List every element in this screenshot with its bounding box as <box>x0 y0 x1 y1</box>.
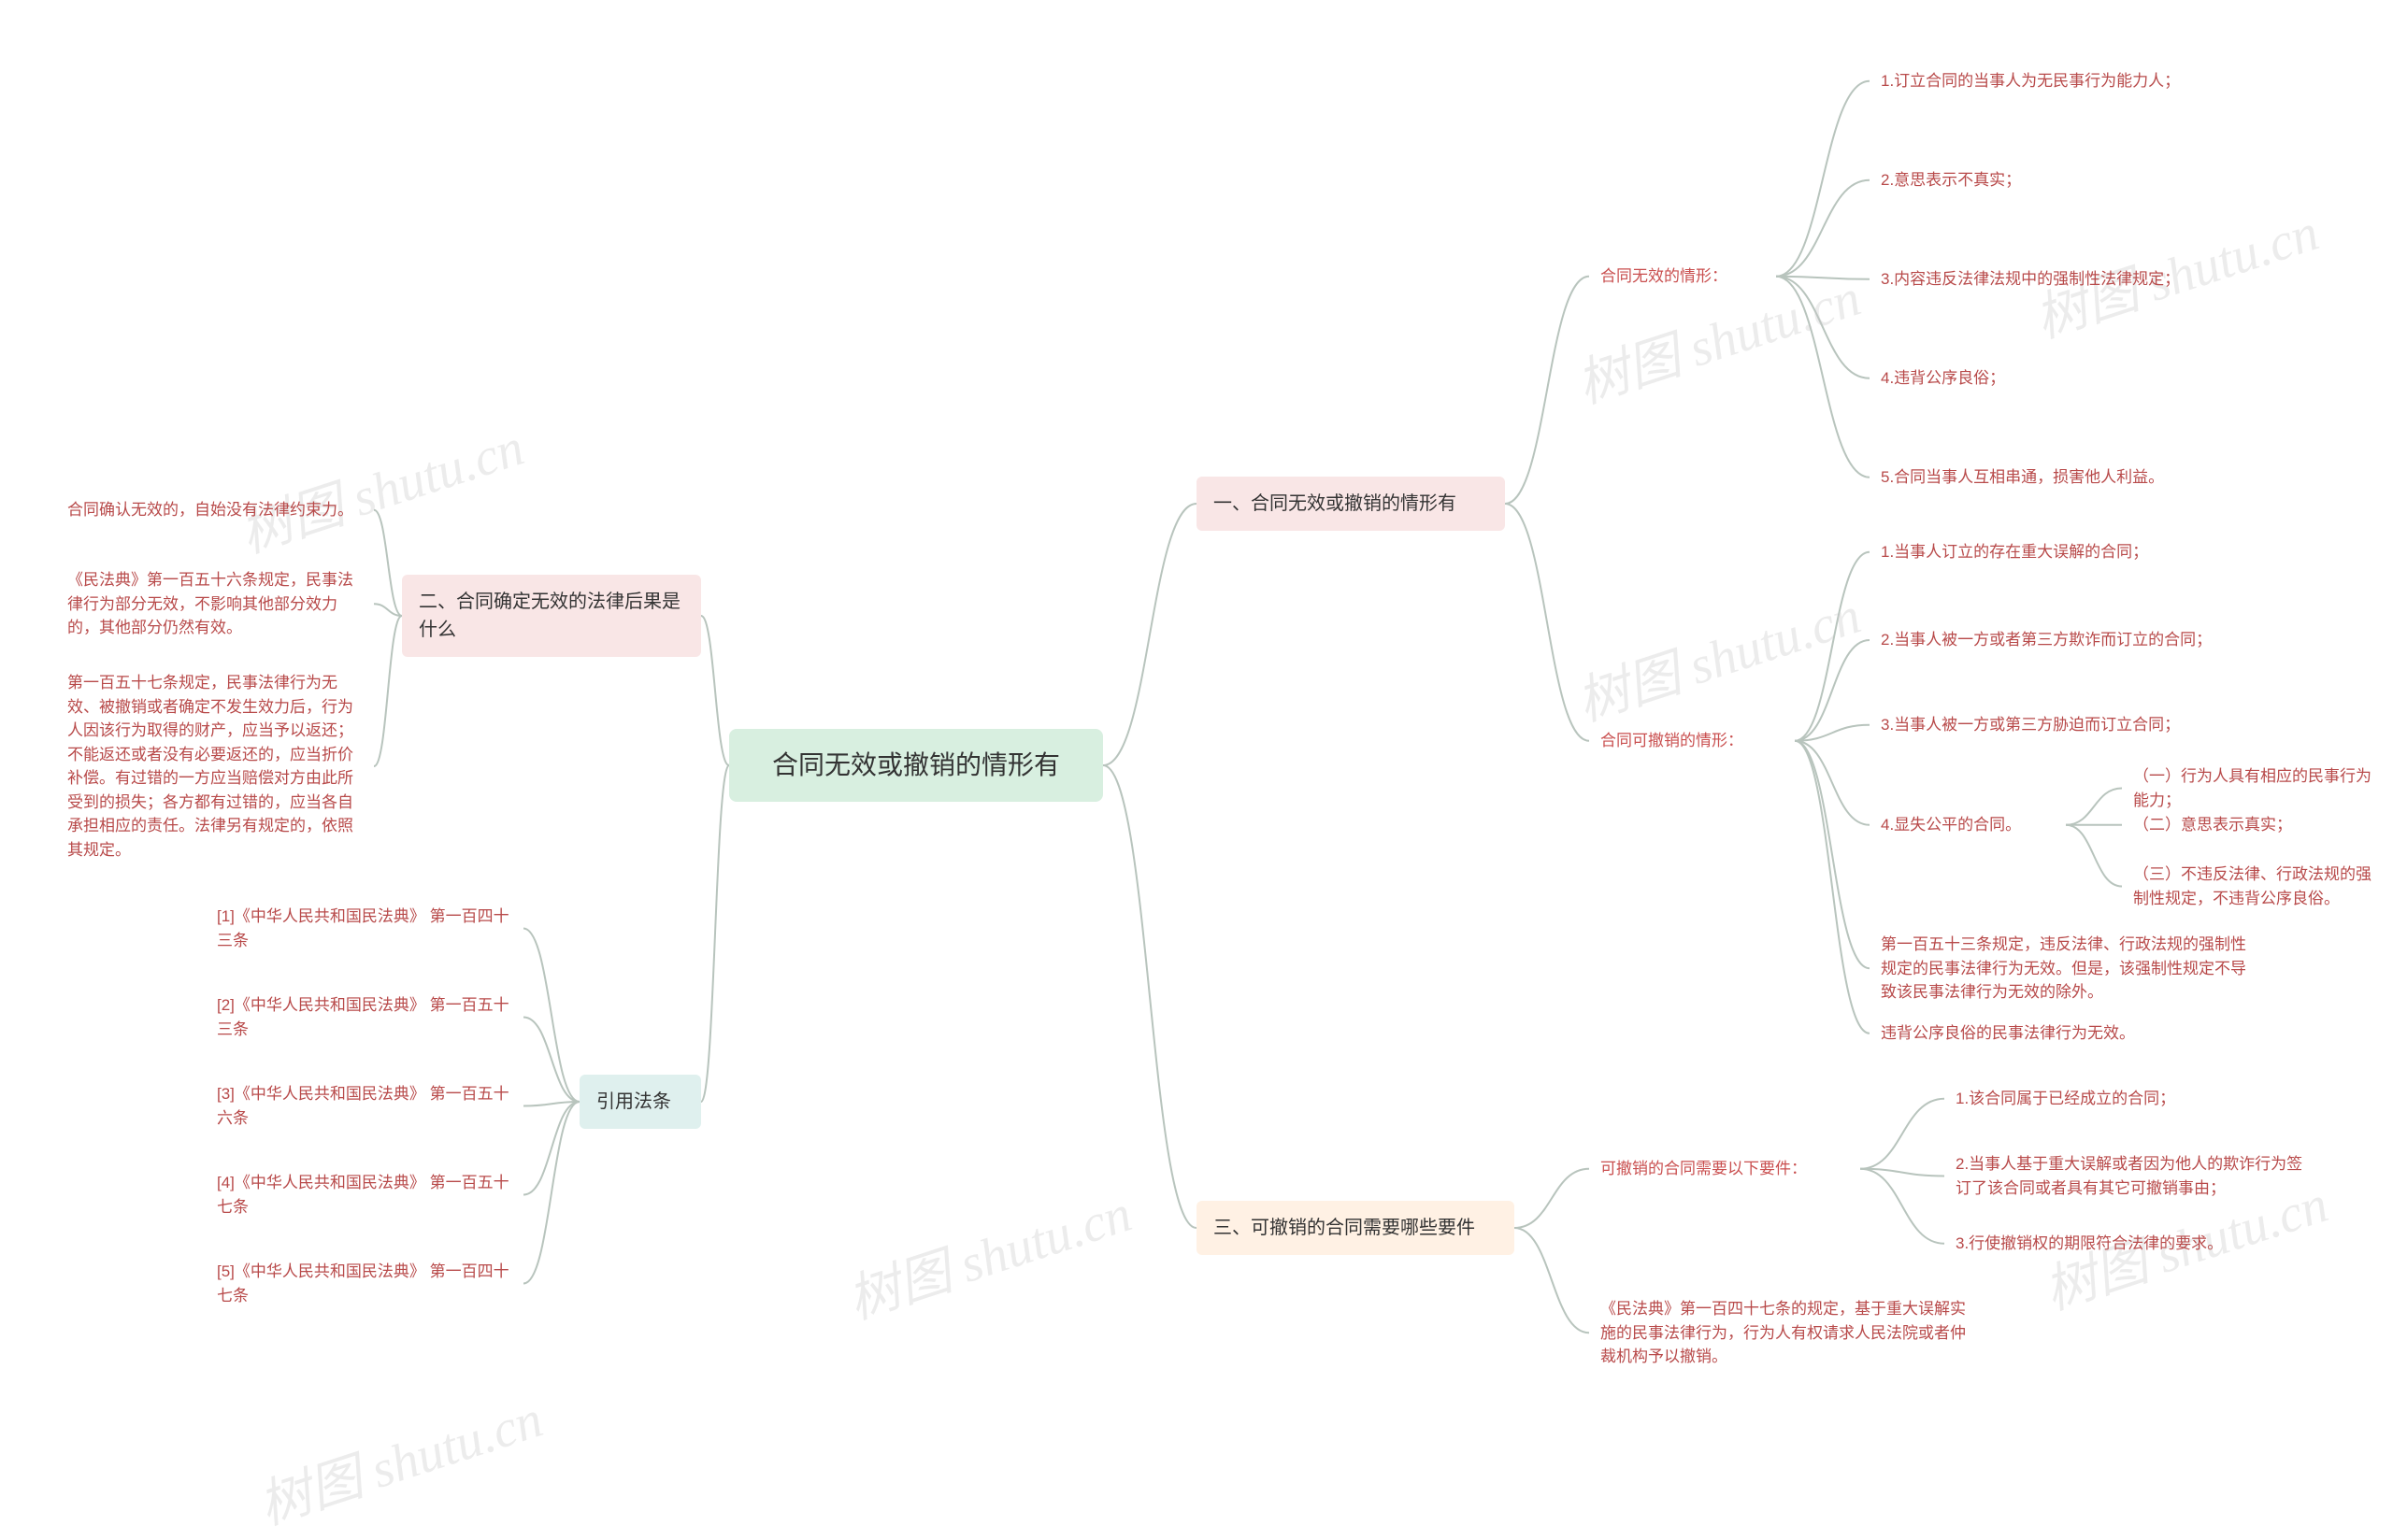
req1[interactable]: 1.该合同属于已经成立的合同； <box>1944 1079 2225 1119</box>
inv2[interactable]: 2.意思表示不真实； <box>1870 161 2075 200</box>
b1_revocable[interactable]: 合同可撤销的情形： <box>1589 721 1795 761</box>
ref1[interactable]: [1]《中华人民共和国民法典》 第一百四十三条 <box>206 897 523 960</box>
b1[interactable]: 一、合同无效或撤销的情形有 <box>1196 477 1505 531</box>
inv5[interactable]: 5.合同当事人互相串通，损害他人利益。 <box>1870 458 2234 497</box>
b1_invalid[interactable]: 合同无效的情形： <box>1589 257 1776 296</box>
mindmap-canvas: 树图 shutu.cn 树图 shutu.cn 树图 shutu.cn 树图 s… <box>0 0 2393 1535</box>
rev4[interactable]: 4.显失公平的合同。 <box>1870 806 2066 845</box>
cons1[interactable]: 合同确认无效的，自始没有法律约束力。 <box>56 491 374 530</box>
b4[interactable]: 引用法条 <box>580 1075 701 1129</box>
req4[interactable]: 《民法典》第一百四十七条的规定，基于重大误解实施的民事法律行为，行为人有权请求人… <box>1589 1290 1982 1376</box>
watermark: 树图 shutu.cn <box>837 1171 1139 1333</box>
req2[interactable]: 2.当事人基于重大误解或者因为他人的欺诈行为签订了该合同或者具有其它可撤销事由； <box>1944 1145 2318 1207</box>
watermark: 树图 shutu.cn <box>229 405 532 567</box>
req3[interactable]: 3.行使撤销权的期限符合法律的要求。 <box>1944 1224 2281 1263</box>
rev4b[interactable]: （二）意思表示真实； <box>2122 806 2318 845</box>
rev1[interactable]: 1.当事人订立的存在重大误解的合同； <box>1870 533 2215 572</box>
rev2[interactable]: 2.当事人被一方或者第三方欺诈而订立的合同； <box>1870 617 2271 663</box>
b2[interactable]: 二、合同确定无效的法律后果是什么 <box>402 575 701 657</box>
rev5[interactable]: 第一百五十三条规定，违反法律、行政法规的强制性规定的民事法律行为无效。但是，该强… <box>1870 925 2262 1012</box>
inv3[interactable]: 3.内容违反法律法规中的强制性法律规定； <box>1870 260 2243 299</box>
watermark: 树图 shutu.cn <box>1566 573 1869 735</box>
ref2[interactable]: [2]《中华人民共和国民法典》 第一百五十三条 <box>206 986 523 1048</box>
cons2[interactable]: 《民法典》第一百五十六条规定，民事法律行为部分无效，不影响其他部分效力的，其他部… <box>56 561 374 648</box>
rev4c[interactable]: （三）不违反法律、行政法规的强制性规定，不违背公序良俗。 <box>2122 855 2384 918</box>
cons3[interactable]: 第一百五十七条规定，民事法律行为无效、被撤销或者确定不发生效力后，行为人因该行为… <box>56 663 374 869</box>
inv4[interactable]: 4.违背公序良俗； <box>1870 359 2056 398</box>
root[interactable]: 合同无效或撤销的情形有 <box>729 729 1103 802</box>
b3[interactable]: 三、可撤销的合同需要哪些要件 <box>1196 1201 1514 1255</box>
rev6[interactable]: 违背公序良俗的民事法律行为无效。 <box>1870 1014 2187 1053</box>
watermark: 树图 shutu.cn <box>248 1376 551 1539</box>
ref3[interactable]: [3]《中华人民共和国民法典》 第一百五十六条 <box>206 1075 523 1137</box>
rev3[interactable]: 3.当事人被一方或第三方胁迫而订立合同； <box>1870 706 2243 745</box>
inv1[interactable]: 1.订立合同的当事人为无民事行为能力人； <box>1870 62 2243 101</box>
b3_req[interactable]: 可撤销的合同需要以下要件： <box>1589 1149 1860 1189</box>
ref5[interactable]: [5]《中华人民共和国民法典》 第一百四十七条 <box>206 1252 523 1315</box>
ref4[interactable]: [4]《中华人民共和国民法典》 第一百五十七条 <box>206 1163 523 1226</box>
